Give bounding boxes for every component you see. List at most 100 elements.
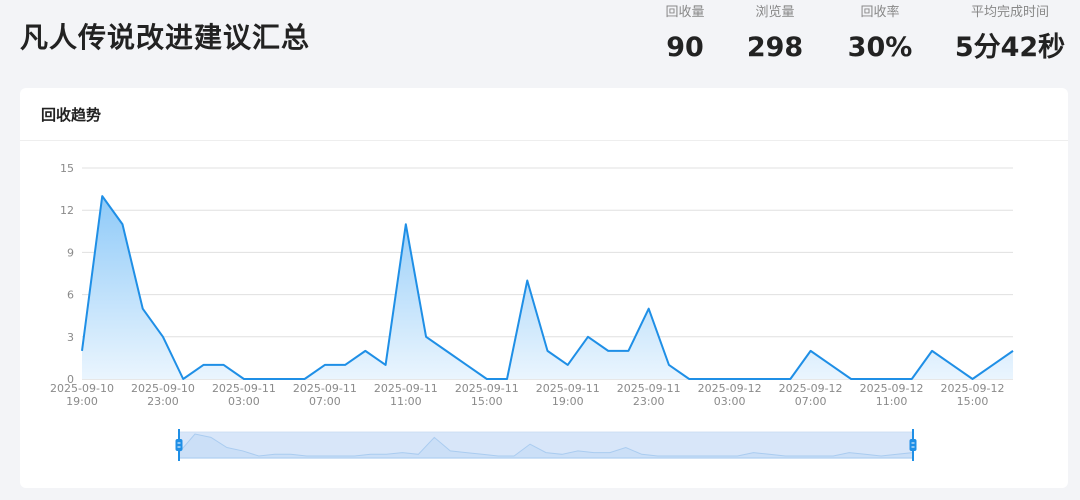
y-tick-label: 15 — [60, 162, 74, 175]
y-tick-label: 12 — [60, 204, 74, 217]
page-title: 凡人传说改进建议汇总 — [20, 21, 311, 54]
x-tick-label-date: 2025-09-11 — [617, 382, 681, 395]
x-tick-label-time: 07:00 — [795, 395, 827, 408]
data-point — [81, 350, 83, 352]
data-point — [971, 378, 973, 380]
y-tick-label: 3 — [67, 331, 74, 344]
data-point — [222, 364, 224, 366]
data-point — [526, 279, 528, 281]
x-tick-label-date: 2025-09-11 — [293, 382, 357, 395]
stat-views: 浏览量 298 — [730, 4, 820, 64]
x-tick-label-date: 2025-09-11 — [536, 382, 600, 395]
x-tick-label-time: 19:00 — [66, 395, 98, 408]
data-point — [283, 378, 285, 380]
stat-label: 平均完成时间 — [970, 5, 1049, 20]
data-point — [384, 364, 386, 366]
x-tick-label-time: 23:00 — [633, 395, 665, 408]
data-point — [688, 378, 690, 380]
x-tick-label-date: 2025-09-11 — [212, 382, 276, 395]
x-tick-label-time: 11:00 — [390, 395, 422, 408]
card-title: 回收趋势 — [41, 105, 102, 124]
data-point — [890, 378, 892, 380]
data-point — [486, 378, 488, 380]
data-point — [587, 336, 589, 338]
data-point — [344, 364, 346, 366]
data-point — [101, 195, 103, 197]
stat-responses: 回收量 90 — [645, 4, 725, 64]
x-tick-label-time: 03:00 — [228, 395, 260, 408]
data-point — [951, 364, 953, 366]
data-point — [728, 378, 730, 380]
stat-label: 回收量 — [665, 5, 705, 20]
x-tick-label-time: 07:00 — [309, 395, 341, 408]
data-point — [142, 307, 144, 309]
slider-handle-grip — [909, 439, 917, 451]
data-point — [749, 378, 751, 380]
x-tick-label-date: 2025-09-10 — [131, 382, 195, 395]
x-tick-label-date: 2025-09-12 — [779, 382, 843, 395]
slider-preview — [178, 433, 914, 459]
x-tick-label-time: 19:00 — [552, 395, 584, 408]
data-point — [162, 336, 164, 338]
data-point — [243, 378, 245, 380]
area-layer — [81, 195, 1014, 380]
data-point — [567, 364, 569, 366]
data-point — [425, 336, 427, 338]
data-point — [789, 378, 791, 380]
x-tick-label-date: 2025-09-12 — [941, 382, 1005, 395]
data-point — [668, 364, 670, 366]
data-point — [627, 350, 629, 352]
data-point — [809, 350, 811, 352]
data-point — [992, 364, 994, 366]
stat-value: 5分42秒 — [954, 32, 1066, 63]
data-point — [324, 364, 326, 366]
data-point — [870, 378, 872, 380]
stat-label: 回收率 — [860, 5, 900, 20]
data-point — [931, 350, 933, 352]
data-point — [465, 364, 467, 366]
series-line — [81, 195, 1014, 380]
trend-card: 回收趋势 — [20, 88, 1068, 488]
data-point — [546, 350, 548, 352]
data-point — [607, 350, 609, 352]
slider-handle-grip — [175, 439, 183, 451]
data-point — [121, 223, 123, 225]
x-tick-label-time: 11:00 — [876, 395, 908, 408]
data-point — [1012, 350, 1014, 352]
data-point — [405, 223, 407, 225]
data-point — [830, 364, 832, 366]
stat-value: 90 — [666, 32, 704, 63]
data-point — [708, 378, 710, 380]
x-tick-label-date: 2025-09-12 — [860, 382, 924, 395]
slider-selection — [179, 432, 913, 458]
data-point — [911, 378, 913, 380]
slider-handle-right[interactable] — [909, 429, 917, 461]
data-zoom-slider[interactable] — [175, 429, 917, 461]
data-point — [364, 350, 366, 352]
stat-value: 30% — [847, 32, 913, 63]
data-point — [303, 378, 305, 380]
data-point — [769, 378, 771, 380]
data-point — [506, 378, 508, 380]
y-axis: 0 3 6 9 12 15 — [60, 162, 74, 386]
x-tick-label-time: 15:00 — [471, 395, 503, 408]
data-point — [850, 378, 852, 380]
stat-value: 298 — [746, 32, 804, 63]
y-tick-label: 9 — [67, 246, 74, 259]
y-tick-label: 0 — [67, 373, 74, 386]
x-tick-label-date: 2025-09-10 — [50, 382, 114, 395]
stat-label: 浏览量 — [755, 5, 795, 20]
x-tick-label-date: 2025-09-11 — [455, 382, 519, 395]
slider-handle-left[interactable] — [175, 429, 183, 461]
x-tick-label-time: 23:00 — [147, 395, 179, 408]
x-tick-label-date: 2025-09-11 — [374, 382, 438, 395]
y-tick-label: 6 — [67, 289, 74, 302]
card-header: 回收趋势 — [20, 88, 1068, 141]
x-tick-label-time: 15:00 — [957, 395, 989, 408]
data-point — [202, 364, 204, 366]
data-point — [263, 378, 265, 380]
stat-avg-completion-time: 平均完成时间 5分42秒 — [945, 4, 1075, 64]
x-axis: 2025-09-1019:002025-09-1023:002025-09-11… — [50, 382, 1004, 408]
data-point — [182, 378, 184, 380]
